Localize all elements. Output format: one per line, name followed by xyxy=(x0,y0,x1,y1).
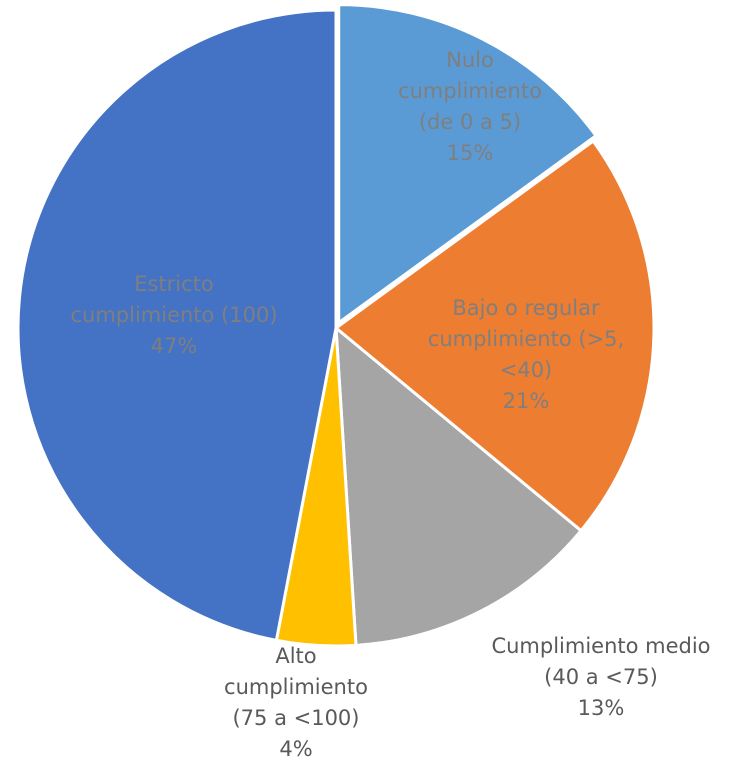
slice-label-line: (de 0 a 5) xyxy=(419,110,521,134)
slice-label-line: cumplimiento xyxy=(398,79,542,103)
slice-label-line: cumplimiento (100) xyxy=(70,303,277,327)
slice-label-4: Alto cumplimiento (75 a <100) 4% xyxy=(224,644,368,761)
slice-label-3: Cumplimiento medio (40 a <75) 13% xyxy=(491,634,710,720)
slice-label-line: Cumplimiento medio xyxy=(491,634,710,658)
pie-labels: Nulo cumplimiento (de 0 a 5) 15% Bajo o regu… xyxy=(70,48,710,761)
slice-label-line: <40) xyxy=(500,358,553,382)
slice-label-line: 4% xyxy=(279,737,312,761)
slice-label-line: Nulo xyxy=(446,48,494,72)
slice-label-line: 13% xyxy=(578,696,625,720)
pie-slice-5 xyxy=(16,8,338,642)
slice-label-line: Alto xyxy=(275,644,316,668)
pie-slice-2 xyxy=(334,139,656,533)
pie-slices xyxy=(16,3,656,648)
slice-label-line: (75 a <100) xyxy=(232,706,359,730)
pie-slice-1 xyxy=(337,3,598,325)
slice-label-line: Bajo o regular xyxy=(452,296,600,320)
slice-label-line: 15% xyxy=(447,141,494,165)
slice-label-line: cumplimiento (>5, xyxy=(428,327,624,351)
slice-label-line: 21% xyxy=(503,389,550,413)
pie-slice-3 xyxy=(334,326,583,647)
slice-label-1: Nulo cumplimiento (de 0 a 5) 15% xyxy=(398,48,542,165)
slice-label-line: 47% xyxy=(151,334,198,358)
slice-label-2: Bajo o regular cumplimiento (>5, <40) 21% xyxy=(428,296,624,413)
slice-label-line: cumplimiento xyxy=(224,675,368,699)
slice-label-5: Estricto cumplimiento (100) 47% xyxy=(70,272,277,358)
slice-label-line: (40 a <75) xyxy=(544,665,658,689)
slice-label-line: Estricto xyxy=(134,272,214,296)
